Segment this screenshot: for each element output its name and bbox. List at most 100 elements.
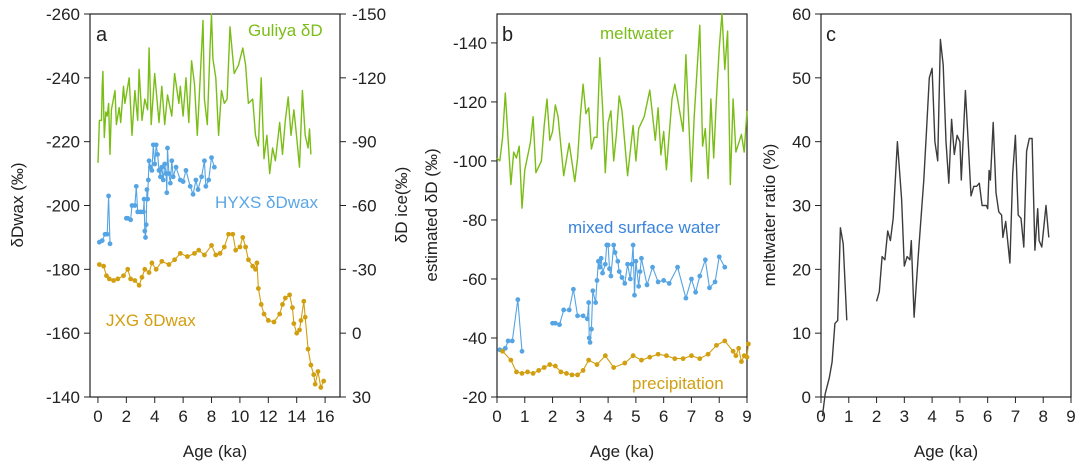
precipitation-point (622, 360, 628, 366)
mixed-surface-water-point (593, 300, 599, 305)
jxg-dwax-point (302, 314, 308, 320)
panel-c-xtick-label: 6 (983, 407, 992, 426)
hyxs-dwax-point (166, 171, 172, 176)
hyxs-dwax-point (183, 167, 189, 173)
panel-a-ytick-label: -160 (46, 324, 80, 343)
hyxs-dwax-point (169, 158, 175, 164)
precipitation-point (664, 353, 669, 359)
hyxs-dwax-line (99, 144, 215, 244)
panel-a-label: a (96, 24, 108, 46)
precipitation-point (564, 370, 569, 376)
hyxs-dwax-point (104, 231, 110, 237)
mixed-surface-water-point (616, 269, 622, 274)
precipitation-point (514, 369, 519, 375)
panel-c-xtick-label: 0 (816, 407, 825, 426)
mixed-surface-water-point (519, 348, 525, 354)
panel-b-ylabel: estimated δD (‰) (422, 148, 441, 281)
jxg-dwax-point (128, 276, 134, 282)
mixed-surface-water-point (630, 242, 636, 248)
panel-b-ytick-label: -60 (462, 270, 487, 289)
hyxs-dwax-point (99, 238, 105, 244)
jxg-dwax-point (311, 372, 317, 378)
jxg-dwax-point (136, 282, 142, 288)
panel-a-ytick-right-label: 30 (352, 388, 371, 407)
hyxs-dwax-point (202, 158, 207, 164)
hyxs-dwax-point (165, 145, 170, 151)
panel-c-ytick-label: 60 (792, 5, 811, 24)
panel-a-xtick-label: 6 (178, 407, 187, 426)
panel-c-ytick-label: 30 (792, 197, 811, 216)
jxg-dwax-point (209, 242, 214, 248)
mixed-surface-water-point (633, 258, 639, 264)
mixed-surface-water-point (605, 242, 611, 248)
jxg-dwax-point (196, 247, 202, 253)
precipitation-point (722, 338, 728, 344)
mixed-surface-water-point (561, 307, 567, 313)
hyxs-dwax-point (156, 167, 162, 173)
precipitation-point (736, 345, 742, 351)
jxg-dwax-point (172, 257, 178, 263)
hyxs-dwax-point (173, 164, 179, 170)
hyxs-dwax-point (106, 193, 111, 199)
precipitation-point (575, 372, 580, 378)
mixed-surface-water-point (625, 261, 630, 267)
panel-b-xtick-label: 2 (548, 407, 557, 426)
jxg-dwax-point (237, 244, 243, 250)
panel-a-ytick-label: -140 (46, 388, 80, 407)
mixed-surface-water-point (611, 242, 617, 248)
panel-a-ytick-right-label: -150 (352, 5, 386, 24)
hyxs-dwax-point (180, 179, 186, 184)
jxg-dwax-point (139, 274, 145, 280)
precipitation-point (745, 341, 751, 347)
panel-b-xtick-label: 9 (742, 407, 751, 426)
jxg-dwax-point (287, 292, 293, 298)
panel-b-xtick-label: 5 (631, 407, 640, 426)
panel-c-xtick-label: 2 (872, 407, 881, 426)
mixed-surface-water-point (587, 340, 593, 345)
mixed-surface-water-point (722, 264, 728, 270)
mixed-surface-water-point (580, 313, 586, 319)
hyxs-dwax-point (142, 228, 148, 234)
jxg-dwax-point (243, 244, 248, 250)
jxg-dwax-point (106, 276, 112, 282)
panel-c-xtick-label: 1 (844, 407, 853, 426)
jxg-dwax-point (291, 321, 297, 326)
precipitation-point (744, 354, 750, 360)
panel-c-xlabel: Age (ka) (914, 442, 978, 461)
hyxs-dwax-point (187, 183, 193, 189)
panel-b-ytick-label: -80 (462, 211, 487, 230)
mixed-surface-water-point (566, 307, 572, 313)
precipitation-point (630, 353, 636, 359)
jxg-dwax-point (132, 278, 138, 283)
jxg-dwax-point (280, 302, 285, 307)
hyxs-dwax-point (203, 183, 209, 189)
jxg-dwax-point (277, 311, 283, 317)
jxg-dwax-point (115, 276, 121, 282)
panel-a-ytick-right-label: -30 (352, 260, 377, 279)
panel-a-xtick-label: 12 (259, 407, 278, 426)
panel-b-label: b (502, 24, 513, 46)
jxg-dwax-point (149, 260, 155, 266)
panel-c-ytick-label: 20 (792, 260, 811, 279)
panel-c-xtick-label: 4 (927, 407, 936, 426)
precipitation-point (508, 357, 514, 363)
jxg-dwax-point (321, 378, 327, 384)
jxg-dwax-point (233, 247, 239, 253)
mixed-surface-water-point (598, 255, 604, 261)
jxg-dwax-point (217, 250, 223, 256)
mixed-surface-water-point (683, 295, 689, 301)
hyxs-dwax-point (206, 177, 212, 183)
hyxs-dwax-point (162, 161, 168, 167)
jxg-dwax-point (121, 273, 126, 279)
hyxs-dwax-point (155, 152, 160, 157)
jxg-dwax-point (142, 266, 148, 272)
mixed-surface-water-point (619, 275, 625, 280)
precipitation-point (530, 370, 536, 376)
jxg-dwax-point (192, 250, 197, 256)
hyxs-dwax-point (140, 209, 146, 215)
jxg-dwax-point (166, 262, 172, 267)
panel-c-xtick-label: 7 (1011, 407, 1020, 426)
mixed-surface-water-point (608, 273, 614, 279)
precipitation-point (697, 356, 703, 362)
jxg-dwax-point (305, 346, 311, 352)
